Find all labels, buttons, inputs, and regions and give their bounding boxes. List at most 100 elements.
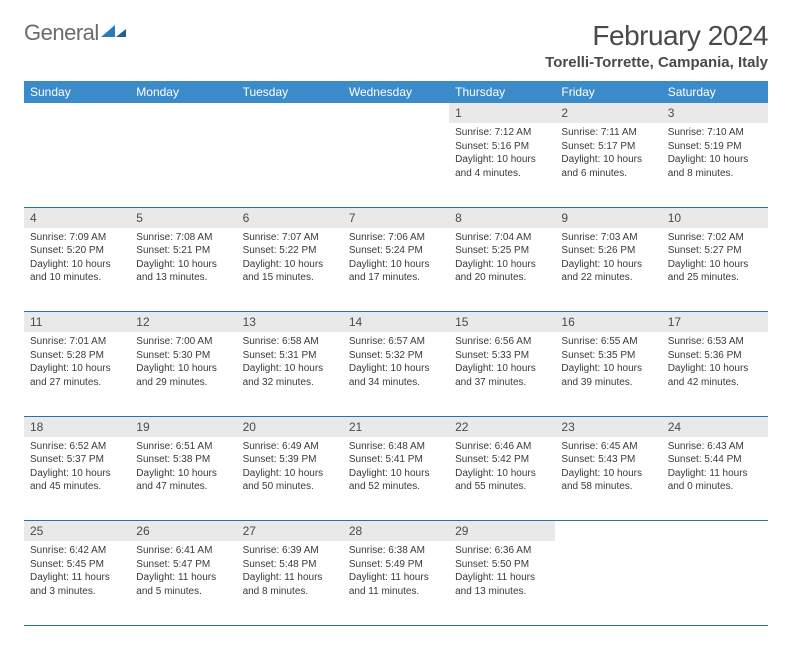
daylight-text: Daylight: 10 hours and 47 minutes. bbox=[136, 467, 230, 494]
day-number-cell: 11 bbox=[24, 312, 130, 333]
daylight-text: Daylight: 10 hours and 6 minutes. bbox=[561, 153, 655, 180]
month-title: February 2024 bbox=[545, 20, 768, 52]
sunrise-text: Sunrise: 6:45 AM bbox=[561, 440, 655, 454]
day-detail-cell: Sunrise: 7:08 AMSunset: 5:21 PMDaylight:… bbox=[130, 228, 236, 312]
day-number-cell: 20 bbox=[237, 416, 343, 437]
day-detail-cell: Sunrise: 7:06 AMSunset: 5:24 PMDaylight:… bbox=[343, 228, 449, 312]
daylight-text: Daylight: 10 hours and 32 minutes. bbox=[243, 362, 337, 389]
sunset-text: Sunset: 5:49 PM bbox=[349, 558, 443, 572]
sunrise-text: Sunrise: 6:55 AM bbox=[561, 335, 655, 349]
sunset-text: Sunset: 5:43 PM bbox=[561, 453, 655, 467]
sunrise-text: Sunrise: 6:53 AM bbox=[668, 335, 762, 349]
sunset-text: Sunset: 5:32 PM bbox=[349, 349, 443, 363]
day-number-cell: 8 bbox=[449, 207, 555, 228]
day-detail-cell: Sunrise: 6:52 AMSunset: 5:37 PMDaylight:… bbox=[24, 437, 130, 521]
sunrise-text: Sunrise: 6:36 AM bbox=[455, 544, 549, 558]
sunrise-text: Sunrise: 6:39 AM bbox=[243, 544, 337, 558]
day-detail-cell bbox=[24, 123, 130, 207]
sunrise-text: Sunrise: 6:51 AM bbox=[136, 440, 230, 454]
sunset-text: Sunset: 5:17 PM bbox=[561, 140, 655, 154]
daylight-text: Daylight: 10 hours and 27 minutes. bbox=[30, 362, 124, 389]
day-detail-cell: Sunrise: 7:09 AMSunset: 5:20 PMDaylight:… bbox=[24, 228, 130, 312]
day-detail-cell: Sunrise: 6:41 AMSunset: 5:47 PMDaylight:… bbox=[130, 541, 236, 625]
day-number-cell: 28 bbox=[343, 521, 449, 542]
calendar-table: SundayMondayTuesdayWednesdayThursdayFrid… bbox=[24, 81, 768, 626]
day-number-row: 45678910 bbox=[24, 207, 768, 228]
brand-logo: General Blue bbox=[24, 20, 127, 46]
day-number-cell: 25 bbox=[24, 521, 130, 542]
sunrise-text: Sunrise: 7:02 AM bbox=[668, 231, 762, 245]
day-detail-cell: Sunrise: 6:36 AMSunset: 5:50 PMDaylight:… bbox=[449, 541, 555, 625]
sunset-text: Sunset: 5:31 PM bbox=[243, 349, 337, 363]
sunset-text: Sunset: 5:50 PM bbox=[455, 558, 549, 572]
sunrise-text: Sunrise: 7:00 AM bbox=[136, 335, 230, 349]
daylight-text: Daylight: 10 hours and 13 minutes. bbox=[136, 258, 230, 285]
weekday-header: Wednesday bbox=[343, 81, 449, 103]
day-number-cell: 19 bbox=[130, 416, 236, 437]
daylight-text: Daylight: 10 hours and 39 minutes. bbox=[561, 362, 655, 389]
day-number-cell: 29 bbox=[449, 521, 555, 542]
day-detail-cell: Sunrise: 6:53 AMSunset: 5:36 PMDaylight:… bbox=[662, 332, 768, 416]
sunrise-text: Sunrise: 6:49 AM bbox=[243, 440, 337, 454]
daylight-text: Daylight: 11 hours and 11 minutes. bbox=[349, 571, 443, 598]
daylight-text: Daylight: 10 hours and 52 minutes. bbox=[349, 467, 443, 494]
day-number-cell: 17 bbox=[662, 312, 768, 333]
day-detail-cell bbox=[237, 123, 343, 207]
day-number-cell: 10 bbox=[662, 207, 768, 228]
daylight-text: Daylight: 10 hours and 25 minutes. bbox=[668, 258, 762, 285]
day-detail-cell bbox=[555, 541, 661, 625]
day-number-cell: 27 bbox=[237, 521, 343, 542]
sunrise-text: Sunrise: 6:57 AM bbox=[349, 335, 443, 349]
day-detail-cell bbox=[343, 123, 449, 207]
day-number-cell: 4 bbox=[24, 207, 130, 228]
day-detail-cell: Sunrise: 6:42 AMSunset: 5:45 PMDaylight:… bbox=[24, 541, 130, 625]
day-number-cell: 21 bbox=[343, 416, 449, 437]
daylight-text: Daylight: 10 hours and 8 minutes. bbox=[668, 153, 762, 180]
day-number-cell: 7 bbox=[343, 207, 449, 228]
daylight-text: Daylight: 11 hours and 3 minutes. bbox=[30, 571, 124, 598]
day-detail-row: Sunrise: 6:42 AMSunset: 5:45 PMDaylight:… bbox=[24, 541, 768, 625]
sunset-text: Sunset: 5:41 PM bbox=[349, 453, 443, 467]
day-number-cell: 26 bbox=[130, 521, 236, 542]
day-number-cell: 24 bbox=[662, 416, 768, 437]
calendar-header-row: SundayMondayTuesdayWednesdayThursdayFrid… bbox=[24, 81, 768, 103]
day-detail-cell: Sunrise: 6:58 AMSunset: 5:31 PMDaylight:… bbox=[237, 332, 343, 416]
day-detail-cell: Sunrise: 6:46 AMSunset: 5:42 PMDaylight:… bbox=[449, 437, 555, 521]
sunset-text: Sunset: 5:37 PM bbox=[30, 453, 124, 467]
sunrise-text: Sunrise: 7:10 AM bbox=[668, 126, 762, 140]
daylight-text: Daylight: 11 hours and 0 minutes. bbox=[668, 467, 762, 494]
day-number-cell bbox=[662, 521, 768, 542]
day-number-cell: 22 bbox=[449, 416, 555, 437]
sunset-text: Sunset: 5:33 PM bbox=[455, 349, 549, 363]
day-number-cell: 12 bbox=[130, 312, 236, 333]
calendar-body: 123Sunrise: 7:12 AMSunset: 5:16 PMDaylig… bbox=[24, 103, 768, 625]
day-detail-cell: Sunrise: 6:56 AMSunset: 5:33 PMDaylight:… bbox=[449, 332, 555, 416]
sunrise-text: Sunrise: 6:52 AM bbox=[30, 440, 124, 454]
weekday-header: Tuesday bbox=[237, 81, 343, 103]
day-detail-cell: Sunrise: 7:07 AMSunset: 5:22 PMDaylight:… bbox=[237, 228, 343, 312]
weekday-header: Monday bbox=[130, 81, 236, 103]
sunset-text: Sunset: 5:47 PM bbox=[136, 558, 230, 572]
day-detail-cell bbox=[662, 541, 768, 625]
daylight-text: Daylight: 10 hours and 34 minutes. bbox=[349, 362, 443, 389]
day-detail-cell: Sunrise: 6:57 AMSunset: 5:32 PMDaylight:… bbox=[343, 332, 449, 416]
daylight-text: Daylight: 10 hours and 42 minutes. bbox=[668, 362, 762, 389]
weekday-header: Friday bbox=[555, 81, 661, 103]
day-detail-cell: Sunrise: 6:55 AMSunset: 5:35 PMDaylight:… bbox=[555, 332, 661, 416]
daylight-text: Daylight: 10 hours and 55 minutes. bbox=[455, 467, 549, 494]
day-number-cell: 18 bbox=[24, 416, 130, 437]
day-detail-cell: Sunrise: 7:02 AMSunset: 5:27 PMDaylight:… bbox=[662, 228, 768, 312]
day-number-cell: 14 bbox=[343, 312, 449, 333]
sunrise-text: Sunrise: 6:43 AM bbox=[668, 440, 762, 454]
daylight-text: Daylight: 10 hours and 17 minutes. bbox=[349, 258, 443, 285]
sunset-text: Sunset: 5:19 PM bbox=[668, 140, 762, 154]
sunset-text: Sunset: 5:27 PM bbox=[668, 244, 762, 258]
sunrise-text: Sunrise: 6:46 AM bbox=[455, 440, 549, 454]
sunrise-text: Sunrise: 6:41 AM bbox=[136, 544, 230, 558]
brand-part1: General bbox=[24, 20, 99, 46]
weekday-header: Thursday bbox=[449, 81, 555, 103]
day-detail-cell: Sunrise: 7:11 AMSunset: 5:17 PMDaylight:… bbox=[555, 123, 661, 207]
sunset-text: Sunset: 5:25 PM bbox=[455, 244, 549, 258]
day-detail-cell: Sunrise: 7:01 AMSunset: 5:28 PMDaylight:… bbox=[24, 332, 130, 416]
sunset-text: Sunset: 5:20 PM bbox=[30, 244, 124, 258]
